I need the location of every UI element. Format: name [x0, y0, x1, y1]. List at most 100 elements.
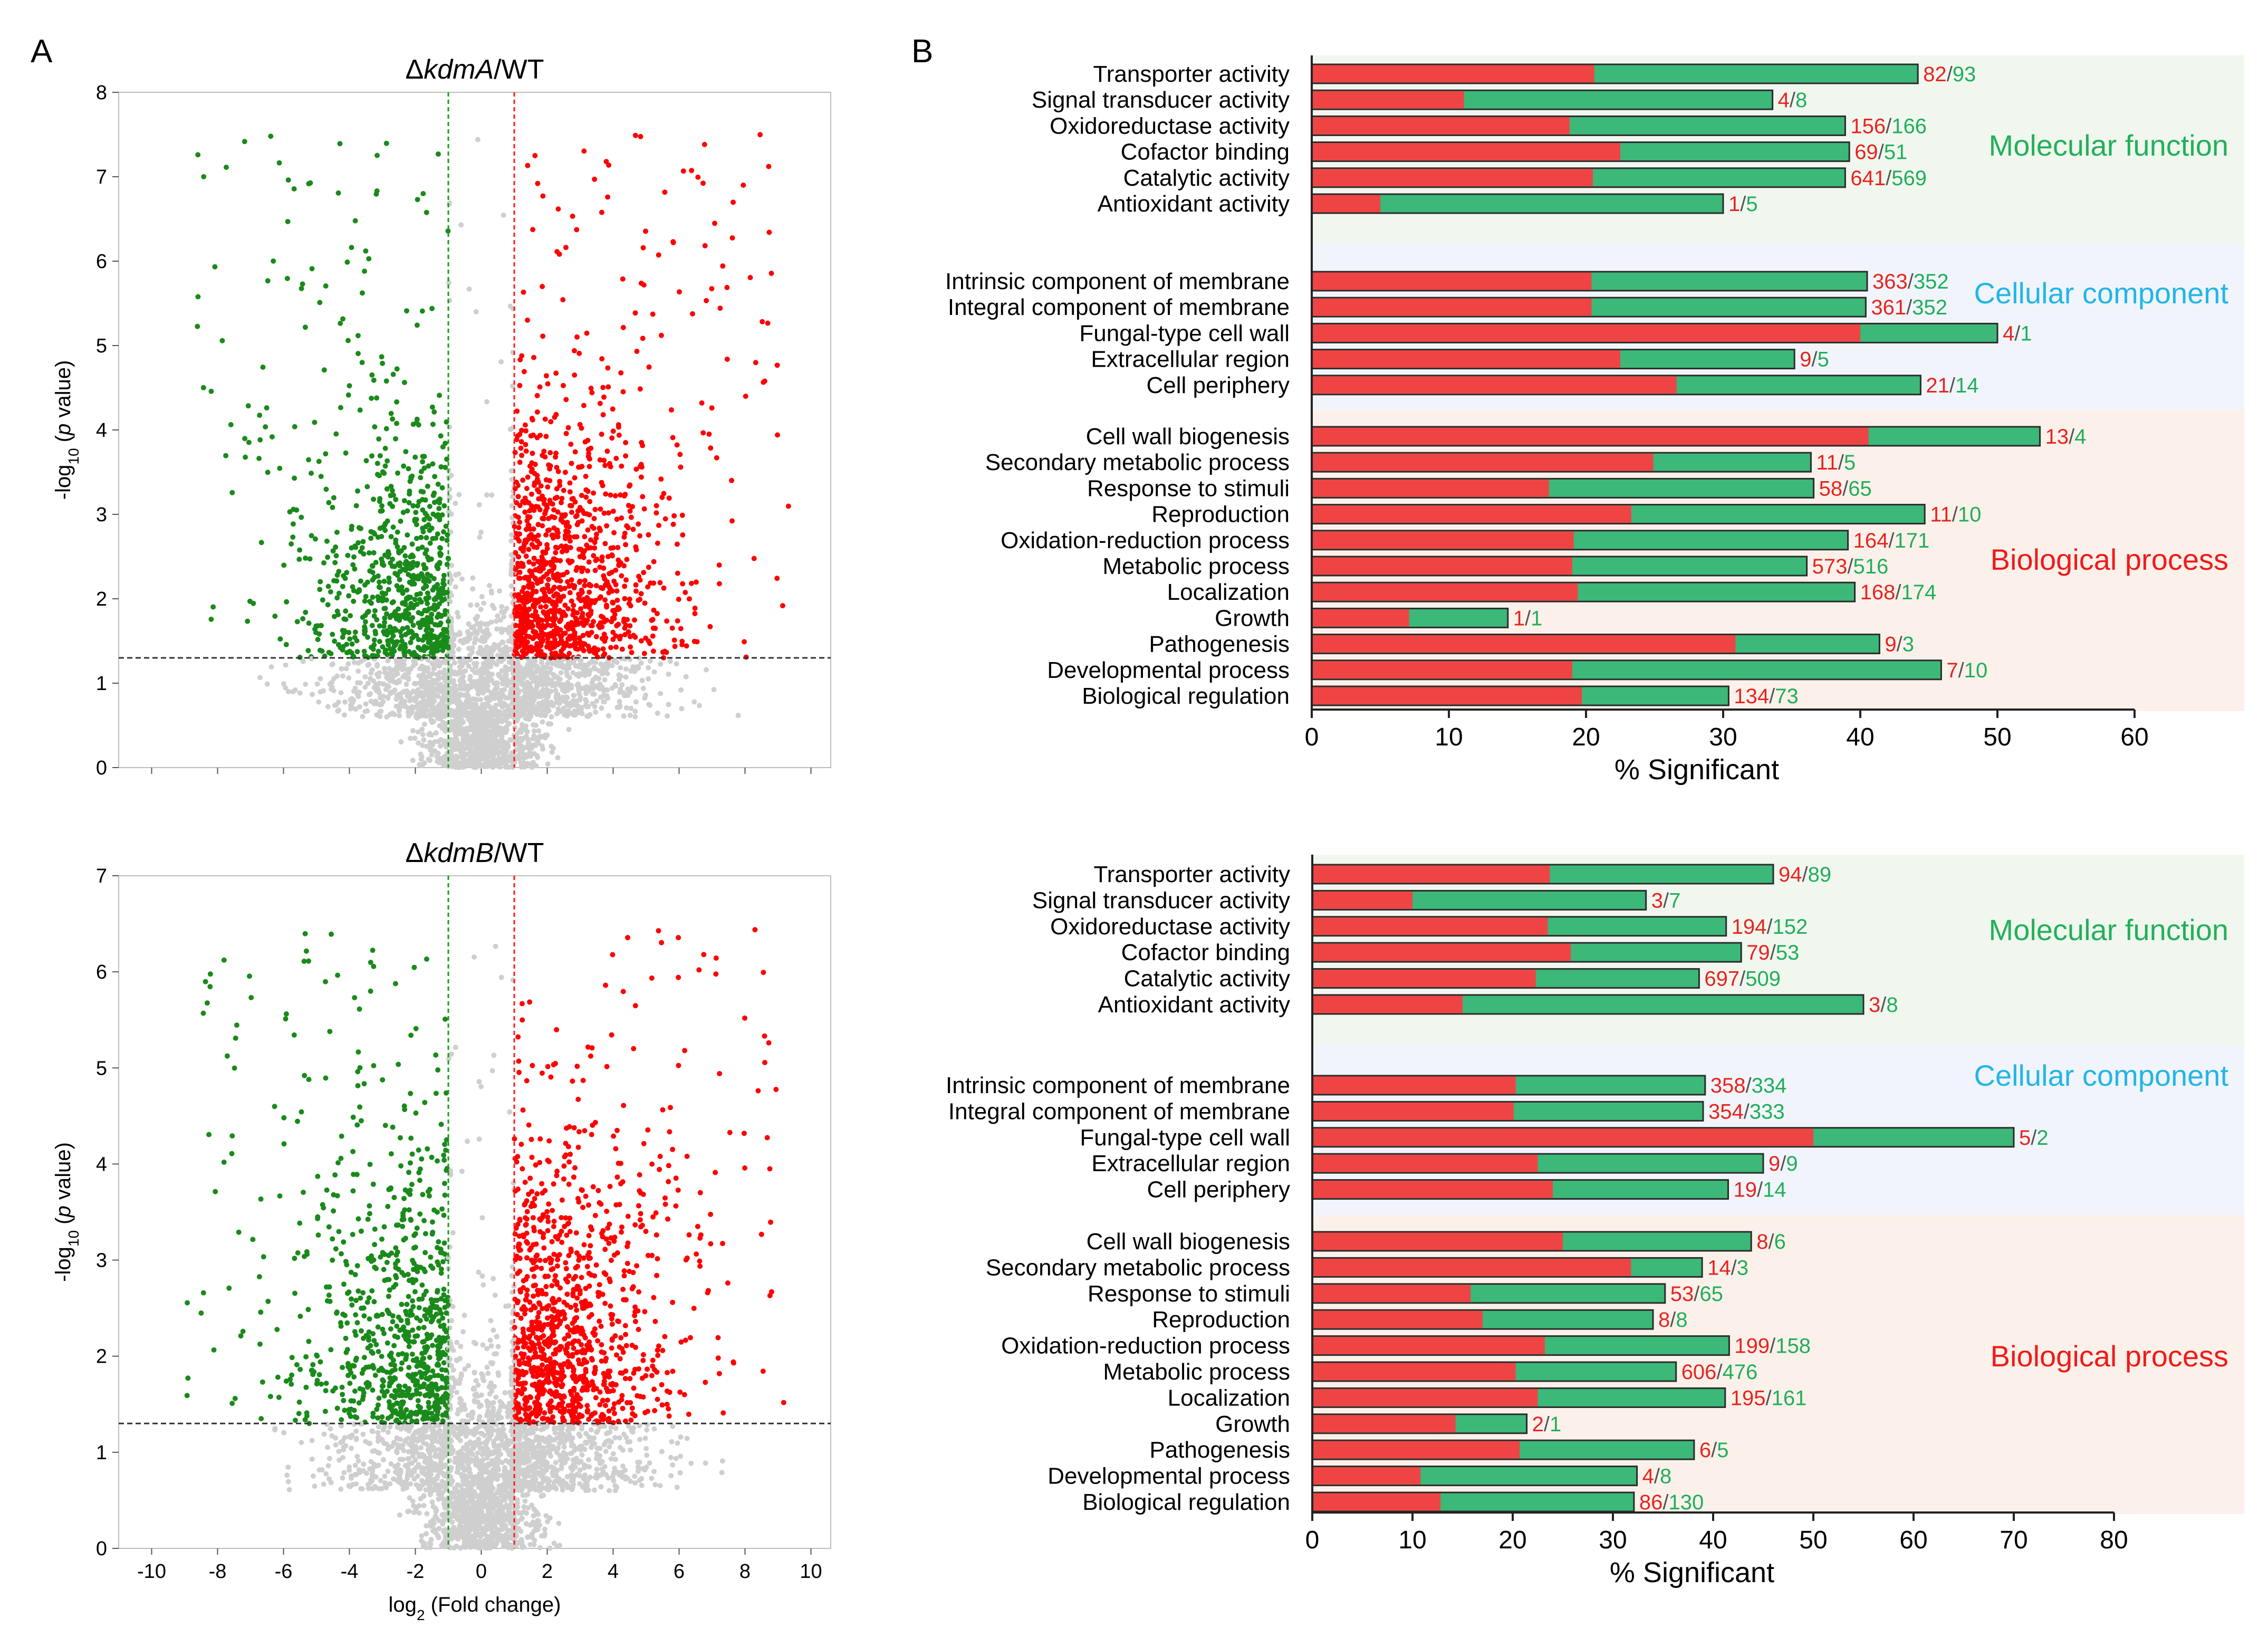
down-point — [201, 174, 207, 179]
down-point — [375, 594, 381, 600]
up-point — [727, 1129, 733, 1135]
ns-point — [527, 750, 533, 755]
up-point — [587, 589, 592, 595]
up-point — [650, 311, 656, 317]
up-point — [574, 334, 580, 340]
ns-point — [446, 280, 451, 285]
up-point — [606, 384, 611, 390]
down-point — [323, 1388, 329, 1394]
down-point — [309, 533, 314, 539]
ns-point — [561, 705, 566, 711]
up-point — [526, 1122, 532, 1128]
up-point — [538, 596, 544, 602]
down-point — [344, 259, 350, 265]
ns-point — [552, 674, 558, 680]
up-point — [516, 554, 522, 560]
ns-point — [407, 698, 413, 704]
up-point — [677, 289, 682, 295]
up-point — [585, 527, 591, 533]
down-point — [359, 290, 365, 296]
ns-point — [448, 751, 454, 757]
up-point — [691, 638, 697, 644]
ns-point — [585, 704, 591, 710]
up-point — [562, 470, 568, 475]
panel-label-b: B — [911, 33, 933, 70]
up-point — [636, 521, 641, 527]
ns-point — [579, 711, 585, 716]
down-point — [439, 597, 445, 603]
volcano-title: ΔkdmB/WT — [406, 838, 544, 868]
ns-point — [477, 688, 483, 694]
up-point — [670, 435, 676, 441]
ns-point — [503, 747, 509, 753]
ns-point — [455, 695, 461, 701]
ns-point — [342, 712, 347, 718]
ns-point — [630, 664, 636, 669]
up-point — [694, 579, 699, 585]
up-point — [610, 545, 616, 551]
up-point — [601, 573, 607, 579]
down-point — [340, 583, 345, 589]
y-axis-label-part: 10 — [65, 1230, 82, 1247]
up-point — [637, 386, 643, 392]
ns-point — [416, 673, 422, 678]
up-point — [553, 411, 559, 417]
down-point — [257, 413, 263, 418]
down-point — [443, 441, 448, 446]
up-point — [613, 1146, 619, 1152]
up-point — [534, 393, 540, 398]
up-point — [599, 624, 605, 630]
ns-point — [565, 708, 571, 713]
up-point — [527, 634, 532, 639]
up-point — [610, 629, 616, 635]
ns-point — [667, 658, 673, 664]
down-point — [347, 383, 352, 389]
down-point — [336, 590, 342, 596]
up-point — [525, 474, 531, 480]
ns-point — [423, 713, 429, 719]
up-point — [646, 364, 652, 370]
up-point — [679, 512, 685, 518]
up-point — [587, 648, 593, 654]
down-point — [403, 559, 409, 564]
ns-point — [542, 699, 548, 705]
down-point — [305, 1307, 311, 1313]
up-point — [661, 491, 667, 496]
up-point — [545, 381, 551, 387]
ns-point — [449, 719, 454, 724]
ns-point — [506, 659, 512, 665]
ns-point — [525, 736, 531, 742]
down-point — [429, 525, 435, 531]
up-point — [658, 332, 664, 338]
up-point — [563, 397, 569, 403]
ns-point — [456, 646, 462, 652]
up-point — [582, 583, 588, 588]
up-point — [565, 636, 571, 642]
ns-point — [349, 1445, 354, 1451]
volcano-title: ΔkdmA/WT — [406, 54, 544, 85]
up-point — [522, 605, 527, 611]
down-point — [224, 165, 229, 170]
down-point — [385, 458, 390, 464]
ns-point — [356, 690, 362, 695]
down-point — [428, 1255, 434, 1260]
up-point — [709, 286, 715, 292]
down-point — [410, 560, 416, 566]
ns-point — [570, 670, 576, 676]
up-point — [559, 512, 565, 518]
ns-point — [466, 621, 472, 627]
ns-point — [517, 749, 523, 755]
ns-point — [646, 676, 651, 682]
down-point — [359, 360, 365, 366]
up-point — [593, 558, 599, 563]
ns-point — [397, 705, 402, 711]
up-point — [512, 486, 518, 492]
ns-point — [674, 661, 679, 667]
down-point — [300, 281, 305, 287]
ns-point — [390, 667, 396, 673]
down-point — [382, 615, 388, 621]
down-point — [292, 475, 297, 481]
up-point — [729, 518, 735, 524]
up-point — [544, 542, 550, 548]
up-point — [546, 577, 551, 582]
